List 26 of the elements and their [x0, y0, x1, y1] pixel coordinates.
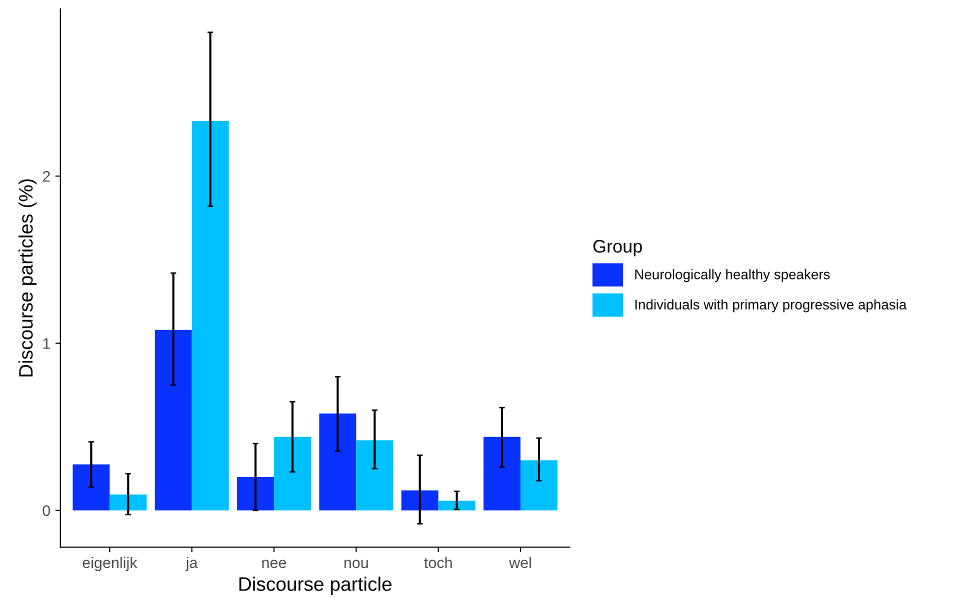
bar — [72, 464, 110, 510]
legend-label: Neurologically healthy speakers — [635, 269, 830, 282]
legend-label: Individuals with primary progressive aphasia — [635, 299, 907, 312]
bar — [192, 120, 229, 510]
x-tick-label: wel — [509, 556, 531, 568]
y-tick-label: 1 — [43, 338, 50, 349]
y-tick-label: 2 — [42, 170, 50, 182]
bar — [319, 413, 356, 510]
bar — [438, 500, 476, 510]
x-tick-label: nou — [344, 560, 368, 568]
bar — [237, 476, 274, 510]
bar — [356, 440, 394, 510]
bar — [520, 460, 558, 510]
bar — [154, 330, 192, 510]
x-tick-label: nee — [262, 560, 286, 568]
x-tick-label: eigenlijk — [82, 556, 138, 572]
x-axis-title: Discourse particle — [239, 576, 392, 595]
x-tick-label: toch — [424, 556, 452, 568]
bar — [274, 436, 311, 510]
y-axis-title: Discourse particles (%) — [18, 179, 37, 376]
bar — [484, 436, 520, 510]
bar — [110, 494, 147, 510]
y-tick-label: 0 — [42, 505, 50, 516]
legend-title: Group — [593, 240, 642, 256]
bar — [401, 490, 438, 510]
x-tick-label: ja — [186, 556, 198, 572]
